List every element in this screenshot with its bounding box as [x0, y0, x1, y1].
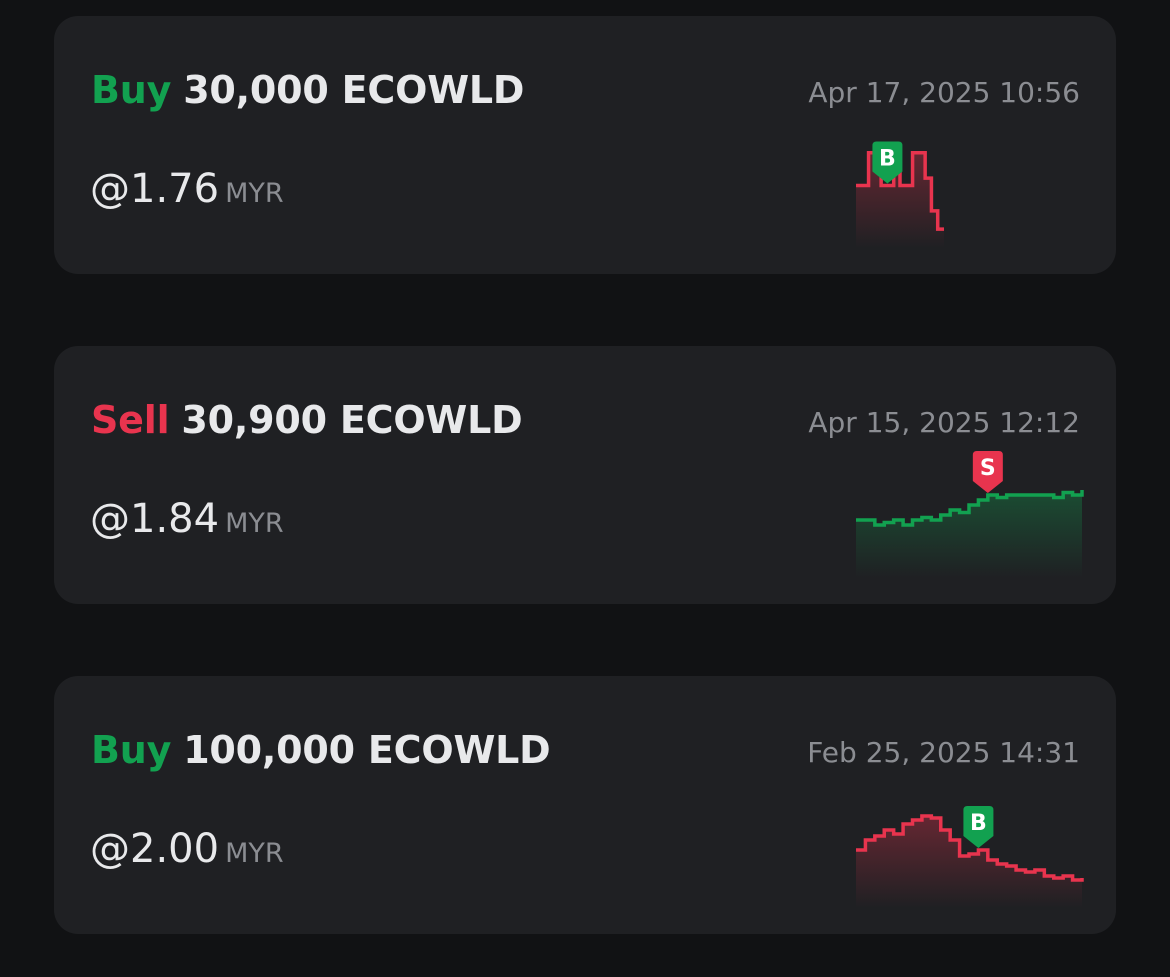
- trade-side: Sell: [91, 398, 170, 442]
- trade-date: Apr 15, 2025 12:12: [808, 406, 1080, 439]
- buy-marker-icon: B: [872, 141, 903, 184]
- trade-title: Sell 30,900 ECOWLD: [91, 398, 523, 442]
- price-sparkline: B: [856, 141, 944, 248]
- svg-text:S: S: [980, 456, 996, 481]
- trade-card[interactable]: Buy 30,000 ECOWLD Apr 17, 2025 10:56 @1.7…: [54, 16, 1116, 274]
- svg-text:B: B: [970, 811, 987, 836]
- trade-side: Buy: [91, 728, 172, 772]
- trade-price: @2.00: [90, 826, 220, 872]
- buy-marker-icon: B: [963, 806, 994, 848]
- trade-price-row: @2.00 MYR: [90, 826, 284, 872]
- trade-title: Buy 100,000 ECOWLD: [91, 728, 551, 772]
- trade-card[interactable]: Buy 100,000 ECOWLD Feb 25, 2025 14:31 @2.…: [54, 676, 1116, 934]
- trade-quantity-symbol: 30,000 ECOWLD: [183, 68, 525, 112]
- trade-side: Buy: [91, 68, 172, 112]
- trade-price: @1.76: [90, 166, 220, 212]
- trade-quantity-symbol: 100,000 ECOWLD: [183, 728, 551, 772]
- sparkline-area: [856, 816, 1082, 908]
- svg-text:B: B: [879, 146, 896, 171]
- trade-currency: MYR: [225, 178, 284, 209]
- price-sparkline: S: [856, 451, 1084, 578]
- price-sparkline: B: [856, 806, 1084, 908]
- trade-price: @1.84: [90, 496, 220, 542]
- trade-price-row: @1.84 MYR: [90, 496, 284, 542]
- trade-title: Buy 30,000 ECOWLD: [91, 68, 524, 112]
- trade-card[interactable]: Sell 30,900 ECOWLD Apr 15, 2025 12:12 @1.…: [54, 346, 1116, 604]
- sparkline-line: [856, 490, 1084, 527]
- sparkline-line: [856, 814, 1084, 882]
- sell-marker-icon: S: [972, 451, 1003, 493]
- trade-price-row: @1.76 MYR: [90, 166, 284, 212]
- trade-currency: MYR: [225, 508, 284, 539]
- trade-date: Feb 25, 2025 14:31: [807, 736, 1080, 769]
- trade-currency: MYR: [225, 838, 284, 869]
- trade-quantity-symbol: 30,900 ECOWLD: [181, 398, 523, 442]
- sparkline-area: [856, 490, 1082, 578]
- sparkline-area: [856, 152, 944, 248]
- trade-date: Apr 17, 2025 10:56: [808, 76, 1080, 109]
